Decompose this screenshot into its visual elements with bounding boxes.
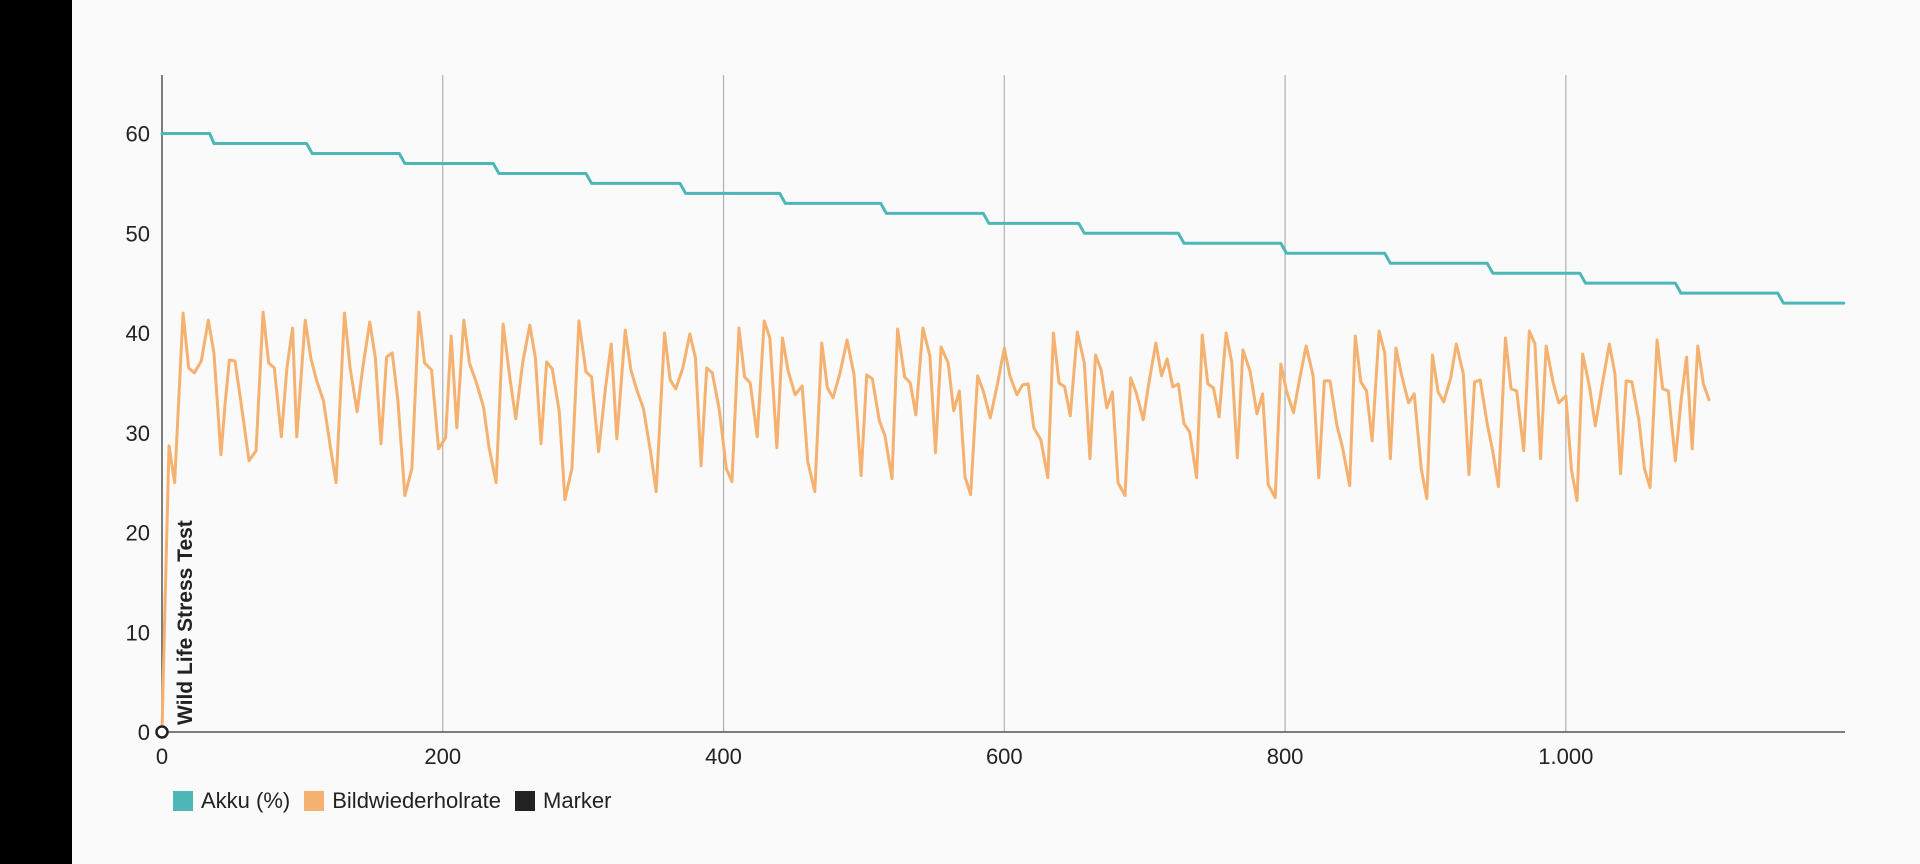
left-edge-bar	[0, 0, 72, 864]
y-tick-label: 40	[126, 321, 150, 346]
x-tick-label: 600	[986, 744, 1023, 769]
y-tick-label: 50	[126, 221, 150, 246]
y-tick-label: 0	[138, 720, 150, 745]
x-tick-labels: 0 200 400 600 800 1.000	[156, 744, 1593, 769]
grid-lines	[442, 75, 1567, 732]
x-tick-label: 200	[424, 744, 461, 769]
legend: Akku (%) Bildwiederholrate Marker	[173, 788, 611, 814]
series-line-fps	[160, 310, 1711, 734]
legend-label-marker: Marker	[543, 788, 612, 813]
y-tick-labels: 0 10 20 30 40 50 60	[126, 122, 150, 745]
axes	[161, 75, 1845, 733]
x-tick-label: 1.000	[1538, 744, 1593, 769]
y-tick-label: 30	[126, 421, 150, 446]
y-tick-label: 60	[126, 122, 150, 147]
legend-swatch-marker	[515, 791, 536, 811]
legend-item-marker[interactable]: Marker	[515, 788, 611, 814]
legend-label-akku: Akku (%)	[201, 788, 291, 813]
x-tick-label: 400	[705, 744, 742, 769]
marker-label: Wild Life Stress Test	[174, 520, 197, 725]
legend-swatch-akku	[173, 791, 193, 811]
marker-point[interactable]	[155, 725, 169, 739]
series-layer	[160, 132, 1846, 734]
y-tick-label: 20	[126, 521, 150, 546]
x-tick-label: 0	[156, 744, 168, 769]
legend-item-akku[interactable]: Akku (%)	[173, 788, 290, 814]
series-line-akku	[160, 132, 1846, 305]
y-tick-label: 10	[126, 620, 150, 645]
marker-layer: Wild Life Stress Test	[155, 520, 197, 739]
legend-swatch-fps	[304, 791, 325, 811]
legend-label-fps: Bildwiederholrate	[332, 788, 502, 813]
legend-item-fps[interactable]: Bildwiederholrate	[304, 788, 501, 814]
x-tick-label: 800	[1267, 744, 1304, 769]
